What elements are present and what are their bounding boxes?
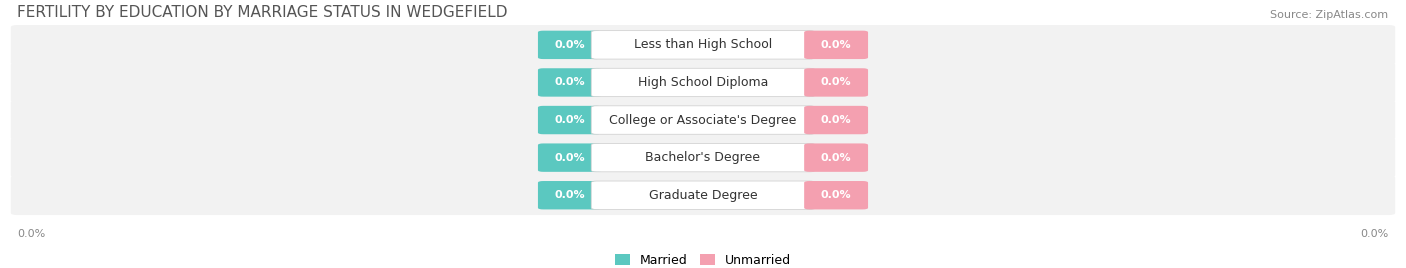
Text: 0.0%: 0.0% (821, 40, 852, 50)
Text: 0.0%: 0.0% (554, 190, 585, 200)
FancyBboxPatch shape (538, 31, 602, 59)
FancyBboxPatch shape (11, 63, 1395, 102)
FancyBboxPatch shape (804, 106, 868, 134)
Text: Less than High School: Less than High School (634, 38, 772, 51)
FancyBboxPatch shape (591, 181, 815, 209)
Text: 0.0%: 0.0% (17, 229, 46, 239)
Text: 0.0%: 0.0% (554, 40, 585, 50)
Text: 0.0%: 0.0% (554, 77, 585, 87)
FancyBboxPatch shape (11, 100, 1395, 140)
Text: 0.0%: 0.0% (821, 190, 852, 200)
FancyBboxPatch shape (11, 175, 1395, 215)
FancyBboxPatch shape (538, 181, 602, 209)
FancyBboxPatch shape (804, 143, 868, 172)
Text: Source: ZipAtlas.com: Source: ZipAtlas.com (1271, 10, 1389, 20)
Text: Graduate Degree: Graduate Degree (648, 189, 758, 202)
FancyBboxPatch shape (591, 31, 815, 59)
FancyBboxPatch shape (804, 31, 868, 59)
Text: 0.0%: 0.0% (821, 115, 852, 125)
Text: Bachelor's Degree: Bachelor's Degree (645, 151, 761, 164)
Text: 0.0%: 0.0% (554, 153, 585, 163)
FancyBboxPatch shape (591, 68, 815, 97)
Text: High School Diploma: High School Diploma (638, 76, 768, 89)
FancyBboxPatch shape (538, 143, 602, 172)
FancyBboxPatch shape (591, 106, 815, 134)
Text: 0.0%: 0.0% (821, 153, 852, 163)
Text: 0.0%: 0.0% (1360, 229, 1389, 239)
Text: 0.0%: 0.0% (554, 115, 585, 125)
FancyBboxPatch shape (804, 181, 868, 209)
Legend: Married, Unmarried: Married, Unmarried (614, 254, 792, 267)
FancyBboxPatch shape (11, 25, 1395, 65)
FancyBboxPatch shape (11, 138, 1395, 177)
Text: 0.0%: 0.0% (821, 77, 852, 87)
FancyBboxPatch shape (538, 68, 602, 97)
FancyBboxPatch shape (591, 143, 815, 172)
FancyBboxPatch shape (804, 68, 868, 97)
FancyBboxPatch shape (538, 106, 602, 134)
Text: FERTILITY BY EDUCATION BY MARRIAGE STATUS IN WEDGEFIELD: FERTILITY BY EDUCATION BY MARRIAGE STATU… (17, 5, 508, 20)
Text: College or Associate's Degree: College or Associate's Degree (609, 114, 797, 126)
